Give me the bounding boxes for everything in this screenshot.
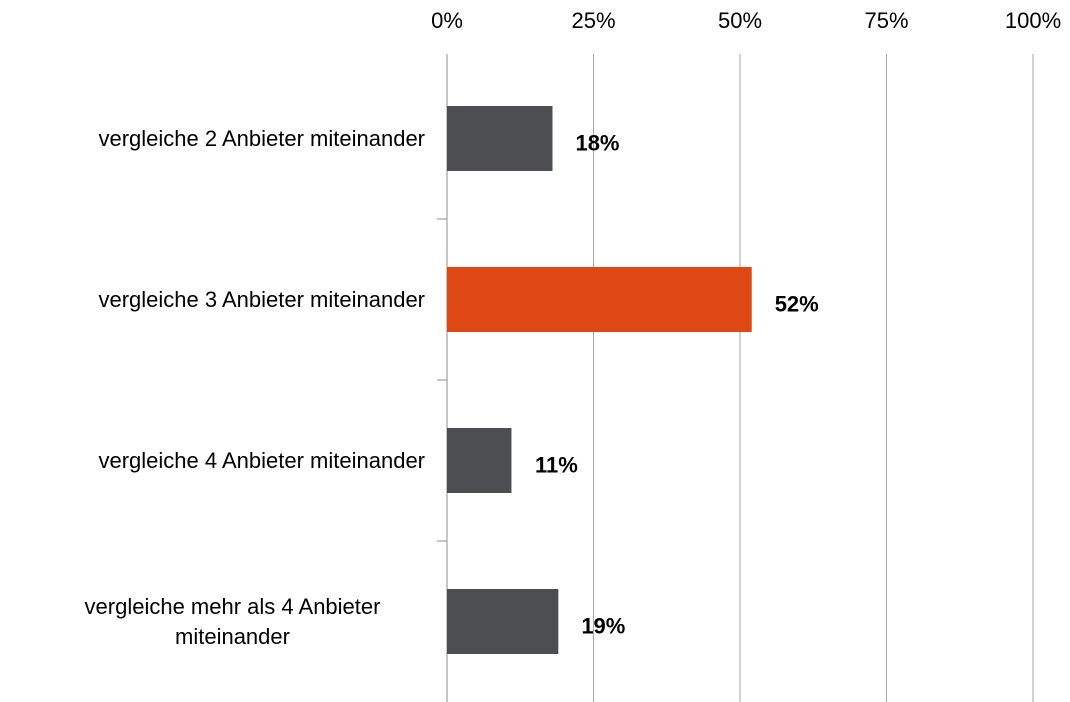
x-tick-label: 100% [1005, 8, 1061, 33]
x-tick-label: 50% [718, 8, 762, 33]
bar [447, 428, 512, 493]
value-label: 11% [535, 452, 578, 477]
category-label-box: vergleiche mehr als 4 Anbieter miteinand… [5, 582, 425, 662]
category-label: vergleiche mehr als 4 Anbieter miteinand… [84, 593, 381, 649]
bar [447, 589, 559, 654]
bar [447, 106, 553, 171]
category-label: vergleiche 4 Anbieter miteinander [98, 447, 425, 473]
bar [447, 267, 752, 332]
x-tick-label: 0% [431, 8, 463, 33]
x-tick-label: 75% [864, 8, 908, 33]
category-label-box: vergleiche 4 Anbieter miteinander [5, 421, 425, 501]
x-tick-label: 25% [571, 8, 615, 33]
value-label: 19% [581, 613, 625, 638]
category-label: vergleiche 2 Anbieter miteinander [98, 125, 425, 151]
value-label: 52% [775, 291, 819, 316]
category-label-box: vergleiche 2 Anbieter miteinander [5, 99, 425, 179]
category-label: vergleiche 3 Anbieter miteinander [98, 286, 425, 312]
value-label: 18% [575, 130, 619, 155]
category-label-box: vergleiche 3 Anbieter miteinander [5, 260, 425, 340]
